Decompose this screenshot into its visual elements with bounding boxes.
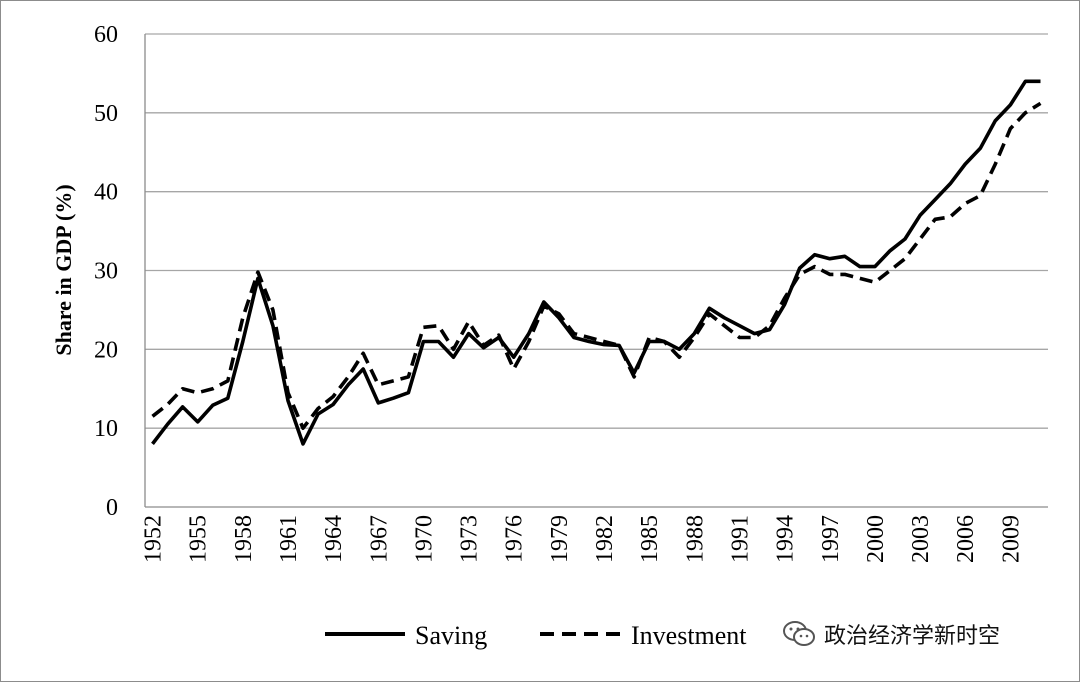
- y-tick-label: 20: [94, 337, 118, 363]
- x-tick-label: 1976: [502, 515, 528, 563]
- x-tick-label: 1979: [547, 515, 573, 563]
- y-tick-label: 50: [94, 101, 118, 127]
- x-tick-label: 1988: [682, 515, 708, 563]
- watermark-text: 政治经济学新时空: [824, 624, 1001, 649]
- x-tick-label: 1991: [727, 515, 753, 563]
- y-tick-label: 30: [94, 259, 118, 285]
- x-tick-label: 1967: [366, 515, 392, 563]
- y-tick-label: 10: [94, 416, 118, 442]
- gridlines: [145, 33, 1048, 429]
- legend-saving-label: Saving: [415, 621, 487, 650]
- x-tick-label: 1958: [231, 515, 257, 563]
- y-tick-label: 40: [94, 180, 118, 206]
- x-tick-label: 1994: [773, 515, 799, 563]
- series-lines: [151, 79, 1042, 446]
- x-tick-label: 1985: [637, 515, 663, 563]
- series-line-investment: [151, 101, 1042, 431]
- x-tick-label: 1982: [592, 515, 618, 563]
- x-tick-label: 1997: [818, 515, 844, 563]
- legend: Saving Investment: [325, 621, 747, 650]
- series-line-saving: [151, 79, 1041, 446]
- x-tick-label: 1973: [457, 515, 483, 563]
- x-tick-labels: 1952 1955 1958 1961 1964 1967 1970 1973 1976 1979…: [141, 515, 1025, 563]
- x-tick-label: 2006: [953, 515, 979, 563]
- x-tick-label: 1964: [321, 515, 347, 563]
- x-tick-label: 1961: [276, 515, 302, 563]
- y-tick-label: 0: [106, 495, 118, 521]
- y-tick-labels: 0 10 20 30 40 50 60: [94, 22, 118, 521]
- x-tick-label: 2009: [998, 515, 1024, 563]
- x-tick-label: 1970: [411, 515, 437, 563]
- y-tick-label: 60: [94, 22, 118, 48]
- watermark: 政治经济学新时空: [782, 618, 1000, 650]
- wechat-icon: [783, 621, 815, 646]
- x-tick-label: 1955: [186, 515, 212, 563]
- x-tick-label: 1952: [141, 515, 167, 563]
- legend-investment-label: Investment: [631, 621, 747, 650]
- x-tick-label: 2000: [863, 515, 889, 563]
- x-tick-label: 2003: [908, 515, 934, 563]
- y-axis-label: Share in GDP (%): [51, 184, 76, 355]
